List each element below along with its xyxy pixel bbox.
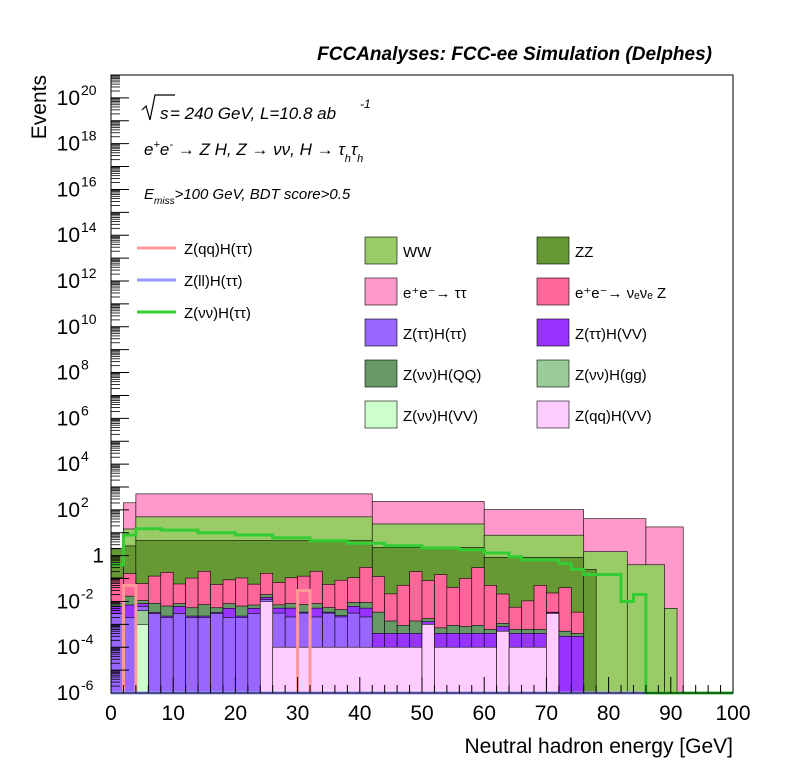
x-tick-label: 40 xyxy=(348,702,371,725)
legend-entry: Z(νν)H(VV) xyxy=(403,408,478,425)
x-tick-label: 90 xyxy=(659,702,682,725)
lumi-text: = 240 GeV, L=10.8 ab xyxy=(170,104,336,123)
y-tick-exponent: 10 xyxy=(81,311,97,327)
legend-entry: Z(νν)H(ττ) xyxy=(184,305,251,322)
legend-swatch xyxy=(364,277,398,306)
x-tick-label: 20 xyxy=(224,702,247,725)
legend-swatch xyxy=(364,359,398,388)
bar-z-qq-h-vv--5 xyxy=(508,646,547,694)
y-axis-label: Events xyxy=(28,75,51,139)
y-tick-label: 10 xyxy=(57,590,80,613)
cut-text: Emiss>100 GeV, BDT score>0.5 xyxy=(144,186,351,207)
legend-swatch xyxy=(536,318,570,347)
x-tick-label: 80 xyxy=(597,702,620,725)
bar-z-h-vv--36 xyxy=(558,636,572,694)
bar-z-qq-h-vv--4 xyxy=(496,630,510,694)
legend-entry: WW xyxy=(403,244,432,261)
y-tick-exponent: 12 xyxy=(81,265,97,281)
legend-entry: Z(νν)H(gg) xyxy=(575,367,647,384)
y-tick-label: 10 xyxy=(57,270,80,293)
bar-z-h--5 xyxy=(172,613,186,694)
background-stack xyxy=(110,493,684,694)
chart-title: FCCAnalyses: FCC-ee Simulation (Delphes) xyxy=(317,44,712,65)
bar-z-h--7 xyxy=(197,617,211,694)
bar-z-h--8 xyxy=(210,613,224,694)
x-tick-label: 10 xyxy=(162,702,185,725)
legend-entry: e⁺e⁻→ νₑνₑ Z xyxy=(575,285,666,302)
y-tick-label: 10 xyxy=(57,133,80,156)
y-tick-exponent: 6 xyxy=(81,402,89,418)
bar-z-qq-h-vv--0 xyxy=(259,601,274,694)
y-tick-label: 10 xyxy=(57,682,80,705)
annotation-block: s = 240 GeV, L=10.8 ab -1 e+e- → Z H, Z … xyxy=(141,94,371,207)
legend-swatch xyxy=(364,400,398,429)
x-tick-label: 100 xyxy=(715,702,750,725)
y-tick-exponent: 16 xyxy=(81,173,97,189)
x-tick-label: 50 xyxy=(410,702,433,725)
legend-entry: ZZ xyxy=(575,244,593,261)
y-tick-exponent: -4 xyxy=(81,631,94,647)
y-tick-exponent: 4 xyxy=(81,448,89,464)
y-tick-exponent: 18 xyxy=(81,128,97,144)
legend-entry: Z(ττ)H(ττ) xyxy=(403,326,467,343)
bar-z-h--1 xyxy=(123,617,137,694)
bar-z-qq-h-vv--3 xyxy=(434,646,497,694)
y-tick-label: 10 xyxy=(57,178,80,201)
sqrt-symbol xyxy=(141,94,175,121)
legend-swatch xyxy=(536,236,570,265)
legend-swatch xyxy=(536,359,570,388)
bar-z-h--6 xyxy=(185,617,199,694)
x-tick-label: 30 xyxy=(286,702,309,725)
y-tick-label: 10 xyxy=(57,499,80,522)
bar-z-qq-h-vv--6 xyxy=(546,613,560,694)
lumi-exponent: -1 xyxy=(360,97,371,111)
y-tick-exponent: -2 xyxy=(81,585,94,601)
background-legend: WW ZZ e⁺e⁻→ ττ e⁺e⁻→ νₑνₑ Z Z(ττ)H(ττ) Z(ττ)H… xyxy=(364,236,666,429)
legend-swatch xyxy=(536,400,570,429)
y-tick-exponent: 8 xyxy=(81,357,89,373)
legend-entry: Z(ττ)H(VV) xyxy=(575,326,647,343)
x-tick-label: 60 xyxy=(473,702,496,725)
y-tick-label: 10 xyxy=(57,87,80,110)
legend-entry: e⁺e⁻→ ττ xyxy=(403,285,467,302)
y-tick-exponent: 14 xyxy=(81,219,97,235)
x-tick-label: 0 xyxy=(105,702,117,725)
x-tick-label: 70 xyxy=(535,702,558,725)
y-tick-label: 10 xyxy=(57,362,80,385)
bar-z-h--4 xyxy=(160,617,174,694)
y-tick-exponent: -6 xyxy=(81,677,94,693)
legend-entry: Z(ll)H(ττ) xyxy=(184,273,243,290)
y-tick-label: 10 xyxy=(57,453,80,476)
signal-line-z-h- xyxy=(111,527,733,695)
bar-zz-5 xyxy=(583,569,597,694)
legend-entry: Z(qq)H(ττ) xyxy=(184,241,253,258)
bar-z-h--10 xyxy=(235,617,249,694)
bar-z-qq-h-vv--2 xyxy=(421,624,435,694)
legend-entry: Z(νν)H(QQ) xyxy=(403,367,481,384)
y-tick-exponent: 2 xyxy=(81,494,89,510)
legend-swatch xyxy=(536,277,570,306)
y-tick-label: 10 xyxy=(57,224,80,247)
bar-z-h--11 xyxy=(247,613,261,694)
y-tick-label: 1 xyxy=(92,545,104,568)
bar-z-h-vv--37 xyxy=(570,636,585,694)
y-tick-label: 10 xyxy=(57,636,80,659)
y-tick-exponent: 20 xyxy=(81,82,97,98)
sqrt-s-text: s xyxy=(160,104,169,123)
y-tick-label: 10 xyxy=(57,316,80,339)
legend-swatch xyxy=(364,318,398,347)
bar-z-h-vv--0 xyxy=(135,624,149,694)
bar-z-h--9 xyxy=(222,617,236,694)
process-text: e+e- → Z H, Z → νν, H → τhτh xyxy=(144,139,363,165)
legend-swatch xyxy=(364,236,398,265)
bar-z-h--3 xyxy=(148,613,162,694)
x-axis-label: Neutral hadron energy [GeV] xyxy=(465,735,734,758)
y-tick-label: 10 xyxy=(57,407,80,430)
signal-legend: Z(qq)H(ττ) Z(ll)H(ττ) Z(νν)H(ττ) xyxy=(137,241,253,322)
legend-entry: Z(qq)H(VV) xyxy=(575,408,652,425)
